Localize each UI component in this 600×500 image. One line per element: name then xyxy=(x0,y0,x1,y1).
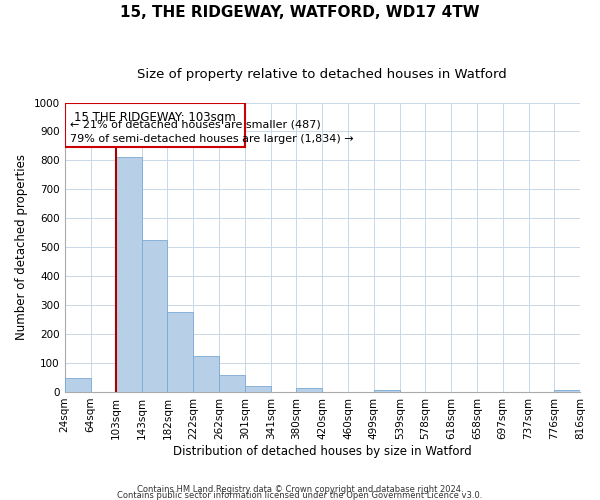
X-axis label: Distribution of detached houses by size in Watford: Distribution of detached houses by size … xyxy=(173,444,472,458)
Text: 15 THE RIDGEWAY: 103sqm: 15 THE RIDGEWAY: 103sqm xyxy=(74,110,236,124)
Text: 79% of semi-detached houses are larger (1,834) →: 79% of semi-detached houses are larger (… xyxy=(70,134,353,144)
Bar xyxy=(554,390,580,392)
Text: Contains HM Land Registry data © Crown copyright and database right 2024.: Contains HM Land Registry data © Crown c… xyxy=(137,485,463,494)
Bar xyxy=(220,376,245,392)
Title: Size of property relative to detached houses in Watford: Size of property relative to detached ho… xyxy=(137,68,507,80)
Bar xyxy=(65,378,91,392)
Bar xyxy=(167,312,193,392)
Text: Contains public sector information licensed under the Open Government Licence v3: Contains public sector information licen… xyxy=(118,490,482,500)
Text: 15, THE RIDGEWAY, WATFORD, WD17 4TW: 15, THE RIDGEWAY, WATFORD, WD17 4TW xyxy=(120,5,480,20)
Bar xyxy=(142,240,167,392)
Y-axis label: Number of detached properties: Number of detached properties xyxy=(15,154,28,340)
Bar xyxy=(374,390,400,392)
Bar xyxy=(193,356,220,392)
Bar xyxy=(116,157,142,392)
FancyBboxPatch shape xyxy=(65,102,245,148)
Text: ← 21% of detached houses are smaller (487): ← 21% of detached houses are smaller (48… xyxy=(70,119,320,129)
Bar xyxy=(245,386,271,392)
Bar xyxy=(296,388,322,392)
